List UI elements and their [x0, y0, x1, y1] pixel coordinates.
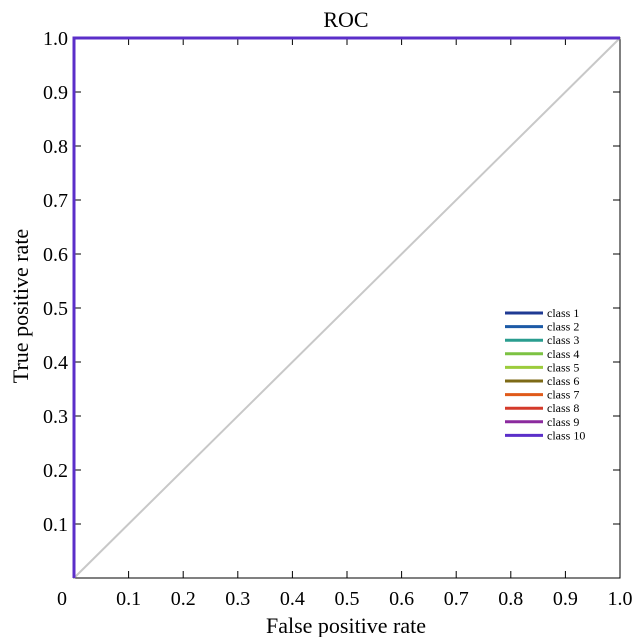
x-axis-label: False positive rate [266, 613, 426, 637]
x-tick-label: 0.8 [498, 588, 523, 610]
legend-label: class 6 [547, 374, 579, 388]
x-tick-label: 0.6 [389, 588, 414, 610]
x-tick-label: 0.5 [335, 588, 360, 610]
x-tick-label: 0.4 [280, 588, 305, 610]
legend-label: class 4 [547, 347, 579, 361]
x-tick-label: 1.0 [608, 588, 633, 610]
y-tick-label: 1.0 [43, 28, 68, 50]
chart-title: ROC [323, 7, 368, 32]
legend-label: class 10 [547, 428, 585, 442]
x-tick-label: 0.3 [225, 588, 250, 610]
y-tick-label: 0.6 [43, 244, 68, 266]
x-tick-label: 0.7 [444, 588, 469, 610]
y-tick-label: 0.3 [43, 406, 68, 428]
legend-label: class 9 [547, 415, 579, 429]
legend-label: class 8 [547, 401, 579, 415]
x-tick-label: 0.2 [171, 588, 196, 610]
y-tick-label: 0.1 [43, 514, 68, 536]
plot-area: 0 0.1 0.2 0.3 0.4 0.5 0.6 0.7 0.8 0.9 1.0 0.1 0.2 0.3… [43, 28, 633, 610]
y-tick-label: 0.8 [43, 136, 68, 158]
x-tick-label: 0.9 [553, 588, 578, 610]
x-tick-label: 0.1 [116, 588, 141, 610]
legend-label: class 2 [547, 320, 579, 334]
legend-label: class 3 [547, 333, 579, 347]
legend-label: class 1 [547, 306, 579, 320]
chance-diagonal-line [74, 38, 620, 578]
y-axis-label: True positive rate [8, 229, 33, 383]
x-tick-label: 0 [57, 588, 67, 610]
y-tick-label: 0.9 [43, 82, 68, 104]
legend-label: class 7 [547, 388, 579, 402]
y-tick-label: 0.5 [43, 298, 68, 320]
y-tick-label: 0.2 [43, 460, 68, 482]
y-tick-label: 0.4 [43, 352, 68, 374]
legend-label: class 5 [547, 360, 579, 374]
y-tick-label: 0.7 [43, 190, 68, 212]
